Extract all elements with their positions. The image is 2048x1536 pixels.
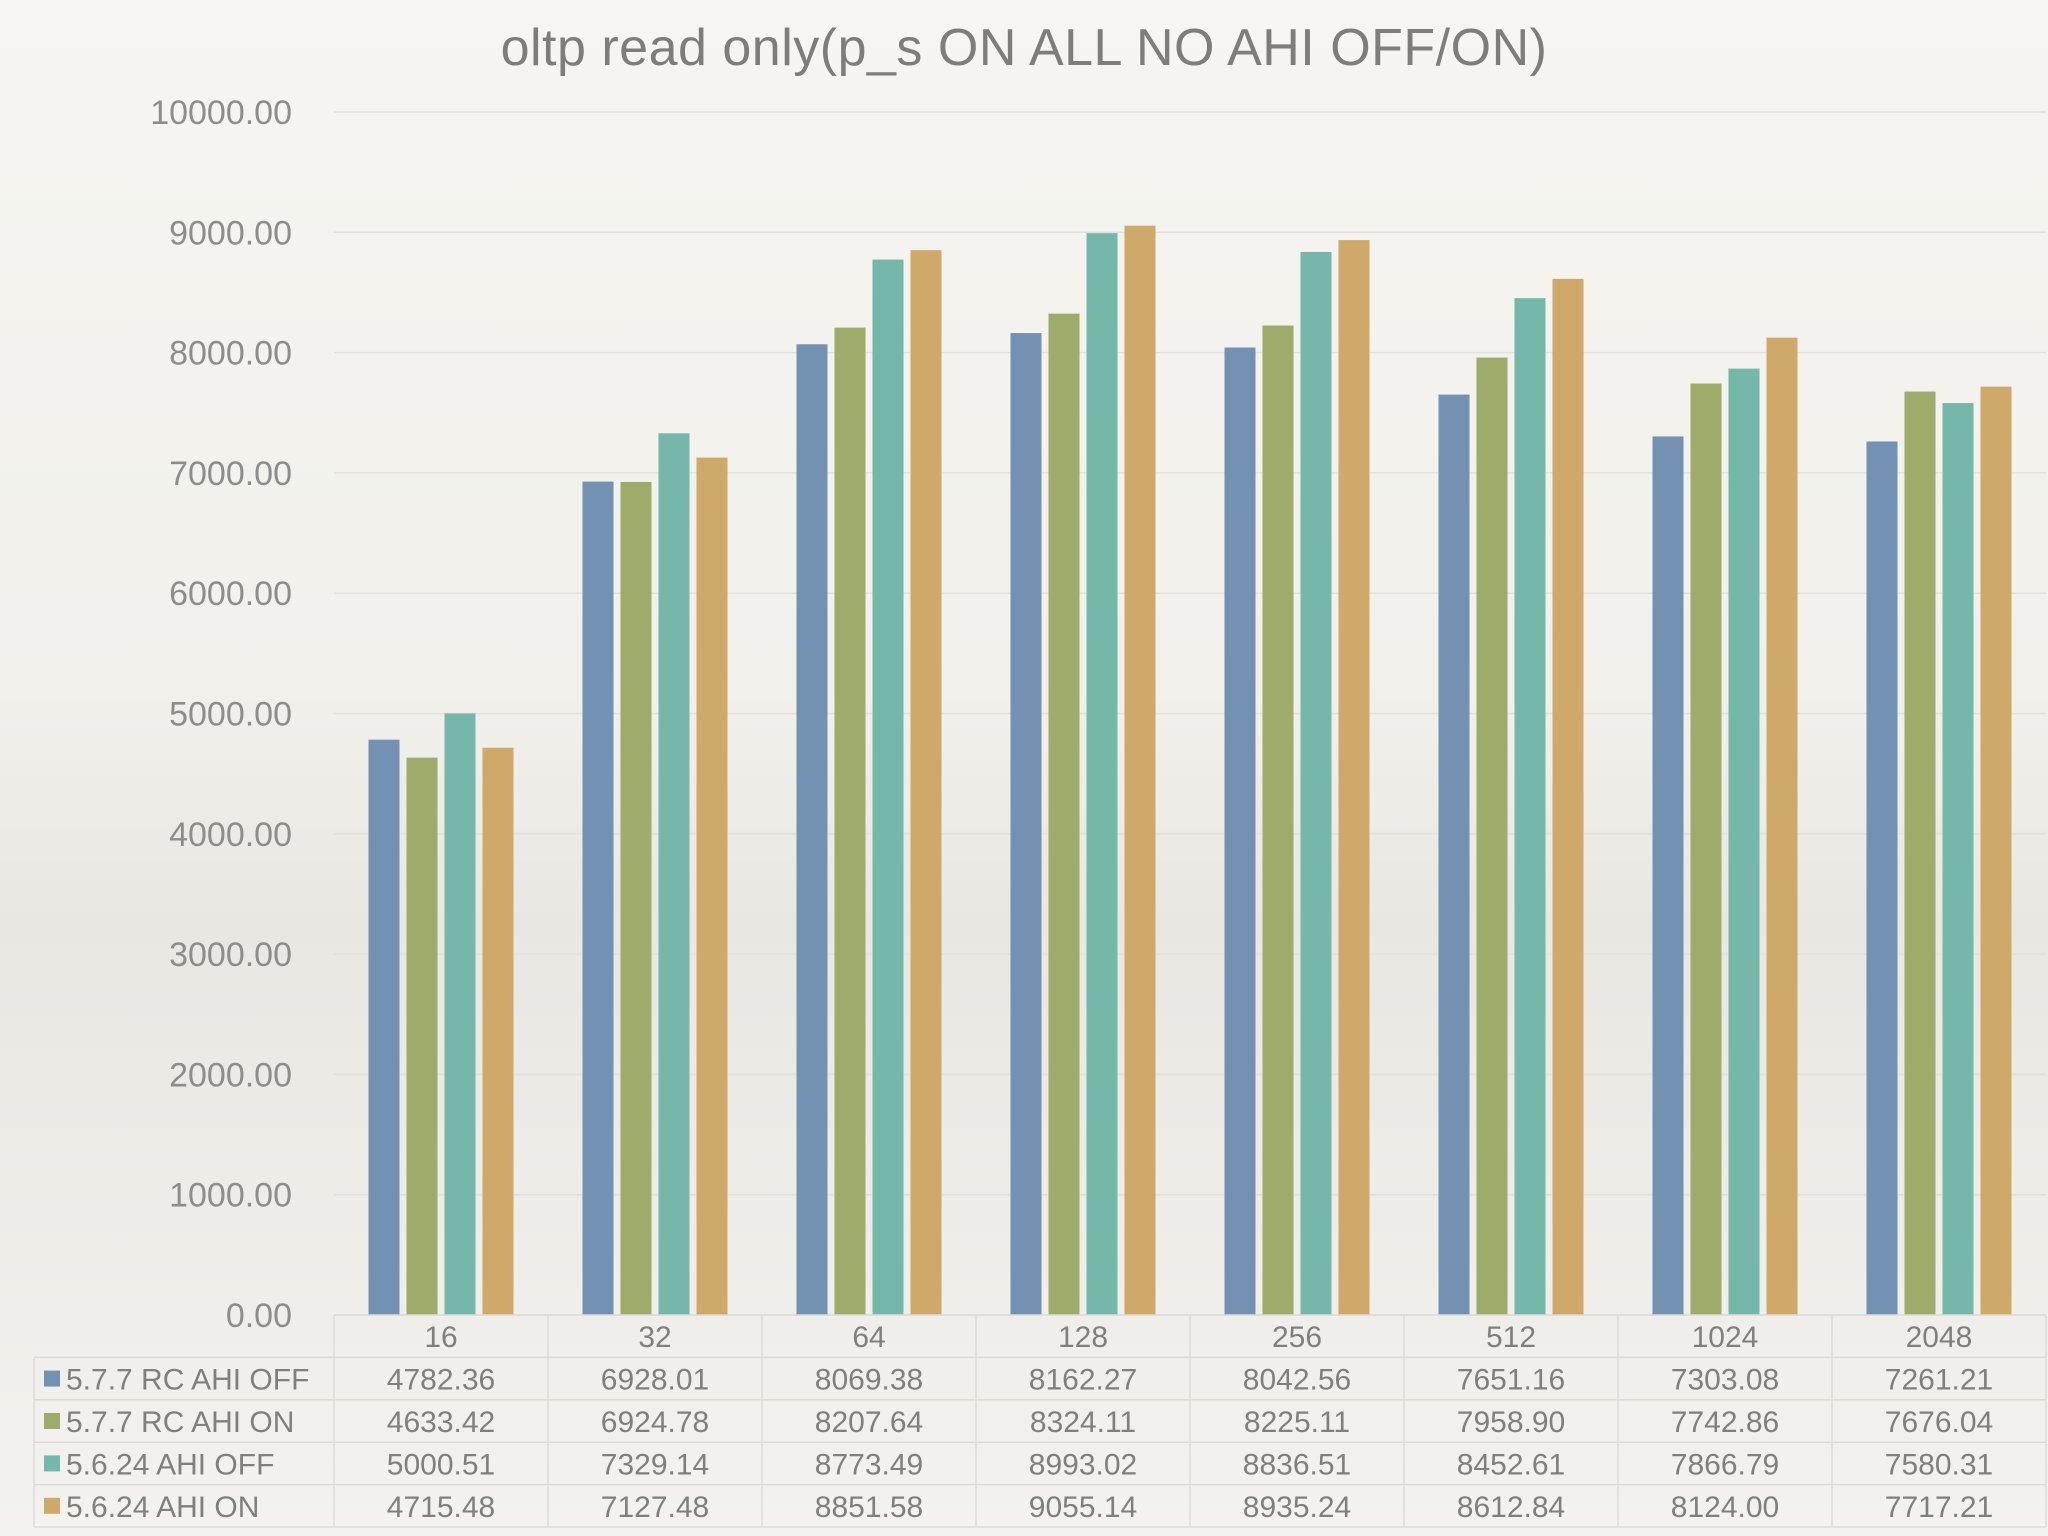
data-label: 4715.48 <box>387 1491 495 1524</box>
bar <box>834 327 866 1315</box>
data-label: 7580.31 <box>1885 1448 1993 1481</box>
data-label: 7717.21 <box>1885 1491 1993 1524</box>
data-label: 4782.36 <box>387 1364 495 1397</box>
x-tick-label: 256 <box>1272 1321 1322 1354</box>
y-axis-ticks: 0.00 1000.00 2000.00 3000.00 4000.00 5000.00 6… <box>150 94 292 1335</box>
bar <box>1652 436 1684 1316</box>
y-tick-label: 5000.00 <box>169 696 292 734</box>
data-label: 8042.56 <box>1243 1364 1351 1397</box>
bar <box>1124 225 1156 1316</box>
bar <box>1766 337 1798 1315</box>
data-label: 7651.16 <box>1457 1364 1565 1397</box>
bar <box>1476 357 1508 1316</box>
y-tick-label: 7000.00 <box>169 455 292 493</box>
bar <box>1086 233 1118 1316</box>
data-label: 7303.08 <box>1671 1364 1779 1397</box>
y-tick-label: 3000.00 <box>169 936 292 974</box>
data-label: 7261.21 <box>1885 1364 1993 1397</box>
legend-swatch <box>44 1455 60 1472</box>
bar <box>1980 386 2012 1315</box>
x-tick-label: 2048 <box>1906 1321 1973 1354</box>
bar <box>1690 383 1722 1315</box>
bar <box>444 713 476 1315</box>
bar <box>582 481 614 1315</box>
data-label: 9055.14 <box>1029 1491 1137 1524</box>
legend-swatch <box>44 1370 60 1387</box>
y-tick-label: 2000.00 <box>169 1056 292 1094</box>
bar <box>482 747 514 1315</box>
y-tick-label: 1000.00 <box>169 1177 292 1215</box>
data-label: 7742.86 <box>1671 1406 1779 1439</box>
chart-title: oltp read only(p_s ON ALL NO AHI OFF/ON) <box>500 19 1548 77</box>
bar <box>368 739 400 1315</box>
bar <box>1728 368 1760 1316</box>
legend-swatch <box>44 1497 60 1514</box>
x-tick-label: 1024 <box>1692 1321 1759 1354</box>
data-label: 6924.78 <box>601 1406 709 1439</box>
legend-label: 5.6.24 AHI OFF <box>66 1448 274 1481</box>
data-label: 6928.01 <box>601 1364 709 1397</box>
y-tick-label: 10000.00 <box>150 94 292 132</box>
bar <box>872 259 904 1315</box>
bar <box>910 250 942 1316</box>
bar <box>1552 278 1584 1315</box>
bar <box>1224 347 1256 1315</box>
y-tick-label: 9000.00 <box>169 214 292 252</box>
data-label: 7958.90 <box>1457 1406 1565 1439</box>
bar <box>1300 251 1332 1315</box>
data-label: 8324.11 <box>1030 1406 1136 1439</box>
y-tick-label: 8000.00 <box>169 335 292 373</box>
data-label: 8124.00 <box>1671 1491 1779 1524</box>
data-label: 7676.04 <box>1885 1406 1993 1439</box>
data-label: 8207.64 <box>815 1406 923 1439</box>
data-label: 8612.84 <box>1457 1491 1565 1524</box>
legend-label: 5.7.7 RC AHI OFF <box>66 1364 309 1397</box>
bar <box>1048 313 1080 1315</box>
y-tick-label: 0.00 <box>226 1297 292 1335</box>
data-label: 8452.61 <box>1457 1448 1565 1481</box>
data-label: 8935.24 <box>1243 1491 1351 1524</box>
data-label: 8225.11 <box>1244 1406 1350 1439</box>
data-label: 8069.38 <box>815 1364 923 1397</box>
data-label: 7866.79 <box>1671 1448 1779 1481</box>
data-label: 7329.14 <box>601 1448 709 1481</box>
data-label: 8836.51 <box>1243 1448 1351 1481</box>
bar <box>1942 403 1974 1315</box>
y-tick-label: 4000.00 <box>169 816 292 854</box>
data-label: 8993.02 <box>1029 1448 1137 1481</box>
data-label: 8162.27 <box>1029 1364 1137 1397</box>
bar <box>620 481 652 1315</box>
data-label: 5000.51 <box>387 1448 495 1481</box>
bars <box>368 225 2012 1316</box>
x-tick-label: 128 <box>1058 1321 1108 1354</box>
bar <box>796 344 828 1315</box>
bar <box>1438 394 1470 1316</box>
bar <box>1010 333 1042 1315</box>
bar <box>1904 391 1936 1315</box>
data-table: 16 32 64 128 256 512 1024 2048 5.7.7 RC AHI OFF 4… <box>33 1314 2047 1528</box>
bar <box>406 757 438 1315</box>
bar <box>1866 441 1898 1315</box>
x-tick-label: 32 <box>638 1321 671 1354</box>
x-tick-label: 64 <box>852 1321 885 1354</box>
bar <box>1262 325 1294 1315</box>
data-label: 8773.49 <box>815 1448 923 1481</box>
bar <box>1338 240 1370 1316</box>
legend-swatch <box>44 1413 60 1429</box>
data-label: 7127.48 <box>601 1491 709 1524</box>
bar <box>658 433 690 1315</box>
data-label: 4633.42 <box>387 1406 495 1439</box>
legend-label: 5.7.7 RC AHI ON <box>66 1406 294 1439</box>
grid-lines <box>334 111 2046 1316</box>
bar <box>1514 298 1546 1316</box>
data-label: 8851.58 <box>815 1491 923 1524</box>
y-tick-label: 6000.00 <box>169 575 292 613</box>
legend-label: 5.6.24 AHI ON <box>66 1491 259 1524</box>
x-tick-label: 16 <box>424 1321 457 1354</box>
bar <box>696 457 728 1315</box>
x-tick-label: 512 <box>1486 1321 1536 1354</box>
